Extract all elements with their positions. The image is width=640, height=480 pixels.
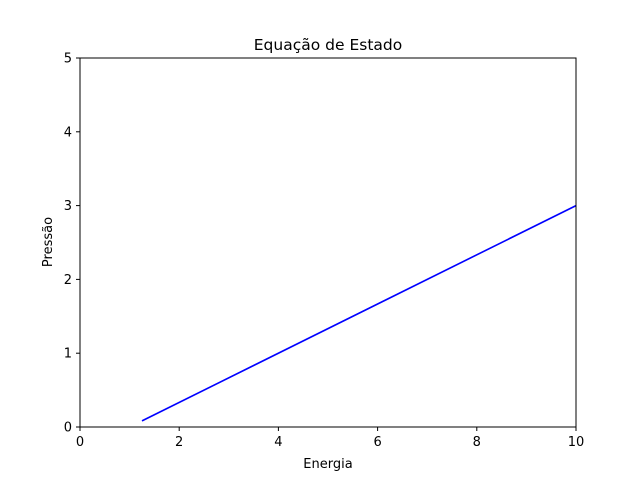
x-tick-label: 8 (473, 435, 481, 450)
series-line (141, 204, 577, 422)
y-tick-label: 0 (64, 421, 72, 436)
x-tick-label: 6 (373, 435, 381, 450)
x-tick-label: 10 (568, 435, 585, 450)
y-tick-label: 4 (64, 125, 72, 140)
x-tick-label: 4 (274, 435, 282, 450)
x-axis-label: Energia (303, 457, 352, 472)
y-tick-label: 1 (64, 347, 72, 362)
y-axis-label: Pressão (41, 217, 56, 267)
y-tick-label: 2 (64, 273, 72, 288)
plot-background (80, 58, 576, 427)
plot-area (80, 58, 576, 427)
plot-frame (79, 57, 577, 428)
y-axis-ticks: 0 1 2 3 4 5 (64, 52, 80, 436)
x-tick-label: 0 (76, 435, 84, 450)
chart-title: Equação de Estado (254, 36, 402, 54)
series-layer (141, 204, 577, 422)
x-tick-label: 2 (175, 435, 183, 450)
x-axis-ticks: 0 2 4 6 8 10 (76, 427, 584, 450)
y-tick-label: 3 (64, 199, 72, 214)
y-tick-label: 5 (64, 52, 72, 67)
